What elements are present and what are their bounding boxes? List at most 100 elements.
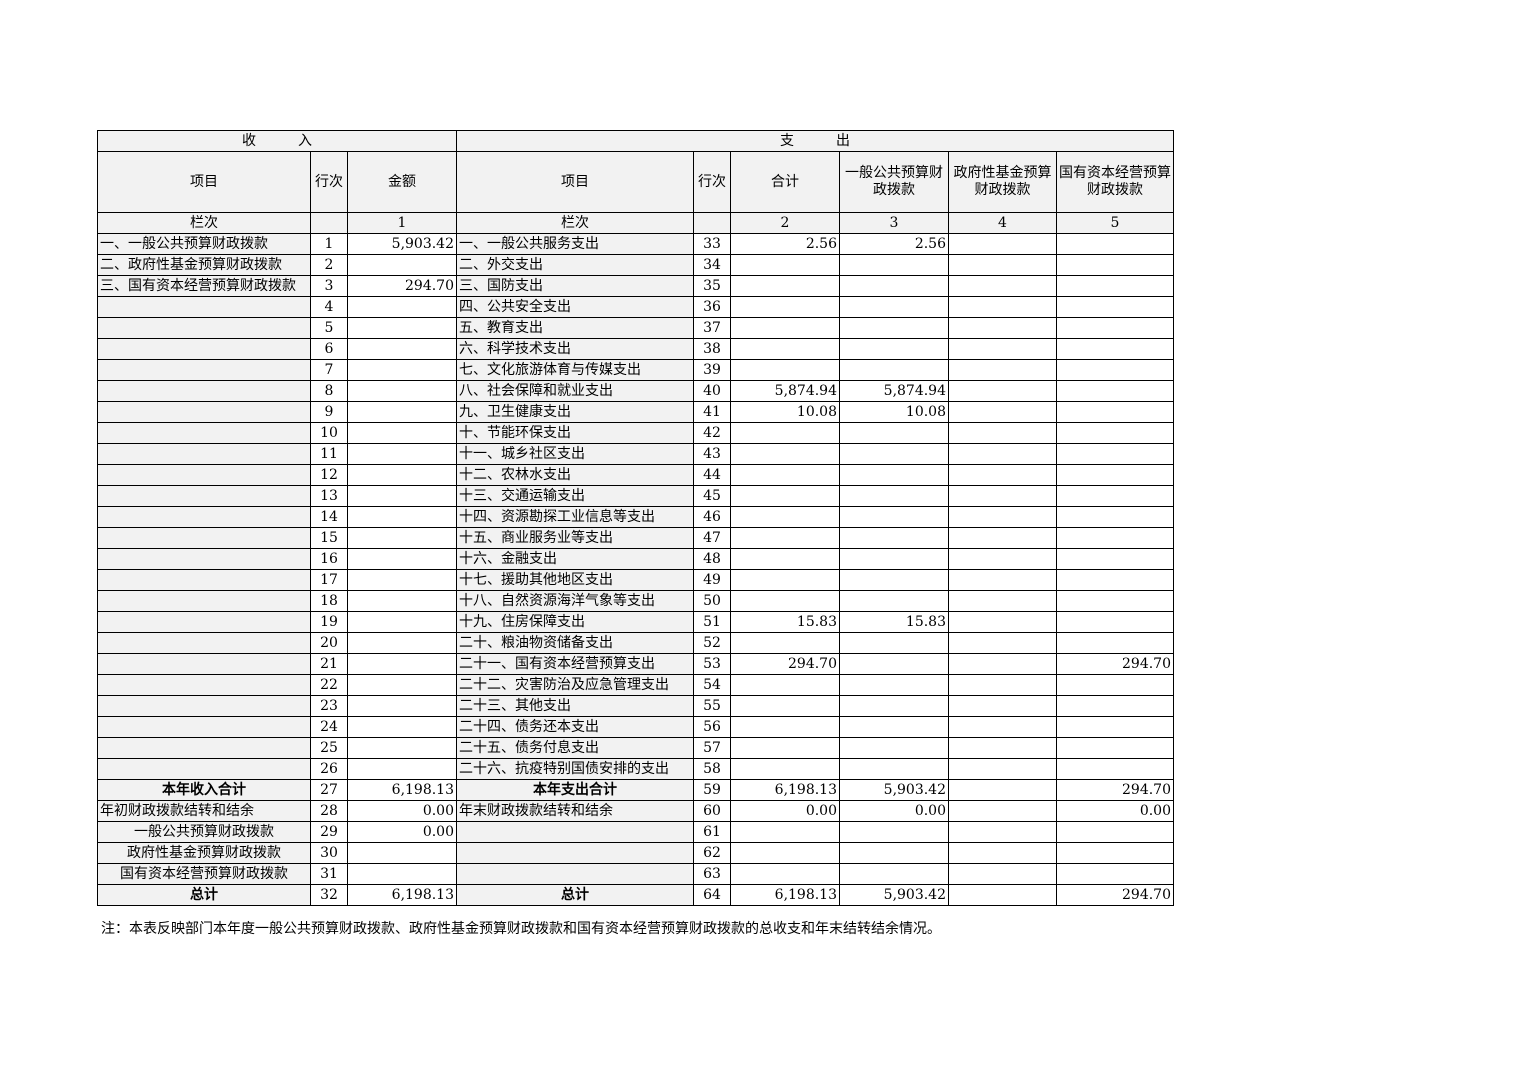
cell: 44 bbox=[693, 464, 731, 486]
table-row: 年初财政拨款结转和结余 28 0.00 年末财政拨款结转和结余 60 0.00 0.00 0.… bbox=[97, 800, 1174, 822]
cell bbox=[730, 695, 840, 717]
cell bbox=[347, 317, 457, 339]
cell: 十、节能环保支出 bbox=[456, 422, 694, 444]
table-row: 18 十八、自然资源海洋气象等支出 50 bbox=[97, 590, 1174, 612]
cell bbox=[1056, 758, 1174, 780]
cell: 35 bbox=[693, 275, 731, 297]
cell: 12 bbox=[310, 464, 348, 486]
income-header: 收 入 bbox=[97, 130, 457, 152]
cell bbox=[948, 569, 1057, 591]
cell bbox=[1056, 275, 1174, 297]
cell bbox=[730, 674, 840, 696]
cell bbox=[839, 275, 949, 297]
cell bbox=[97, 632, 311, 654]
cell bbox=[97, 590, 311, 612]
cell: 二十五、债务付息支出 bbox=[456, 737, 694, 759]
cell: 37 bbox=[693, 317, 731, 339]
cell: 49 bbox=[693, 569, 731, 591]
cell bbox=[839, 338, 949, 360]
table-row: 12 十二、农林水支出 44 bbox=[97, 464, 1174, 486]
cell bbox=[347, 485, 457, 507]
cell: 294.70 bbox=[730, 653, 840, 675]
cell bbox=[1056, 422, 1174, 444]
cell bbox=[347, 359, 457, 381]
cell bbox=[1056, 569, 1174, 591]
cell bbox=[730, 821, 840, 843]
cell bbox=[347, 380, 457, 402]
cell: 本年支出合计 bbox=[456, 779, 694, 801]
cell bbox=[839, 821, 949, 843]
cell: 63 bbox=[693, 863, 731, 885]
cell bbox=[347, 758, 457, 780]
cell: 24 bbox=[310, 716, 348, 738]
cell bbox=[97, 380, 311, 402]
cell: 58 bbox=[693, 758, 731, 780]
cell: 二十六、抗疫特别国债安排的支出 bbox=[456, 758, 694, 780]
cell bbox=[1056, 233, 1174, 255]
cell: 栏次 bbox=[97, 212, 311, 234]
cell bbox=[730, 317, 840, 339]
table-row: 项目 行次 金额 项目 行次 合计 一般公共预算财政拨款 政府性基金预算财政拨款 国有资本经营预… bbox=[97, 151, 1174, 213]
cell bbox=[97, 338, 311, 360]
cell: 十四、资源勘探工业信息等支出 bbox=[456, 506, 694, 528]
table-row: 三、国有资本经营预算财政拨款 3 294.70 三、国防支出 35 bbox=[97, 275, 1174, 297]
table-row: 20 二十、粮油物资储备支出 52 bbox=[97, 632, 1174, 654]
cell bbox=[97, 485, 311, 507]
cell: 栏次 bbox=[456, 212, 694, 234]
cell bbox=[948, 338, 1057, 360]
cell: 十一、城乡社区支出 bbox=[456, 443, 694, 465]
cell: 十五、商业服务业等支出 bbox=[456, 527, 694, 549]
cell: 3 bbox=[310, 275, 348, 297]
cell: 二、外交支出 bbox=[456, 254, 694, 276]
cell: 一般公共预算财政拨款 bbox=[97, 821, 311, 843]
cell: 总计 bbox=[456, 884, 694, 906]
cell: 62 bbox=[693, 842, 731, 864]
cell bbox=[730, 296, 840, 318]
cell: 行次 bbox=[310, 151, 348, 213]
cell: 15.83 bbox=[730, 611, 840, 633]
cell bbox=[1056, 506, 1174, 528]
table-row: 11 十一、城乡社区支出 43 bbox=[97, 443, 1174, 465]
cell bbox=[948, 275, 1057, 297]
cell: 41 bbox=[693, 401, 731, 423]
cell bbox=[1056, 821, 1174, 843]
cell: 9 bbox=[310, 401, 348, 423]
cell bbox=[730, 527, 840, 549]
cell bbox=[948, 737, 1057, 759]
table-row: 10 十、节能环保支出 42 bbox=[97, 422, 1174, 444]
cell bbox=[97, 317, 311, 339]
cell bbox=[839, 674, 949, 696]
cell: 3 bbox=[839, 212, 949, 234]
cell: 0.00 bbox=[730, 800, 840, 822]
cell: 七、文化旅游体育与传媒支出 bbox=[456, 359, 694, 381]
table-row: 21 二十一、国有资本经营预算支出 53 294.70 294.70 bbox=[97, 653, 1174, 675]
cell: 项目 bbox=[97, 151, 311, 213]
cell: 34 bbox=[693, 254, 731, 276]
cell bbox=[347, 506, 457, 528]
cell: 四、公共安全支出 bbox=[456, 296, 694, 318]
cell: 二十四、债务还本支出 bbox=[456, 716, 694, 738]
table-row: 一、一般公共预算财政拨款 1 5,903.42 一、一般公共服务支出 33 2.56 2.5… bbox=[97, 233, 1174, 255]
table-row: 6 六、科学技术支出 38 bbox=[97, 338, 1174, 360]
cell bbox=[97, 674, 311, 696]
cell: 5,903.42 bbox=[839, 779, 949, 801]
cell bbox=[839, 485, 949, 507]
cell: 十八、自然资源海洋气象等支出 bbox=[456, 590, 694, 612]
cell bbox=[948, 401, 1057, 423]
cell bbox=[1056, 380, 1174, 402]
cell bbox=[97, 548, 311, 570]
cell: 50 bbox=[693, 590, 731, 612]
cell: 三、国有资本经营预算财政拨款 bbox=[97, 275, 311, 297]
cell bbox=[347, 632, 457, 654]
cell bbox=[347, 422, 457, 444]
cell bbox=[1056, 842, 1174, 864]
cell: 0.00 bbox=[347, 821, 457, 843]
cell bbox=[839, 296, 949, 318]
cell bbox=[730, 737, 840, 759]
cell: 二十二、灾害防治及应急管理支出 bbox=[456, 674, 694, 696]
cell: 年初财政拨款结转和结余 bbox=[97, 800, 311, 822]
cell bbox=[347, 464, 457, 486]
table-row: 25 二十五、债务付息支出 57 bbox=[97, 737, 1174, 759]
cell bbox=[1056, 401, 1174, 423]
cell bbox=[948, 233, 1057, 255]
